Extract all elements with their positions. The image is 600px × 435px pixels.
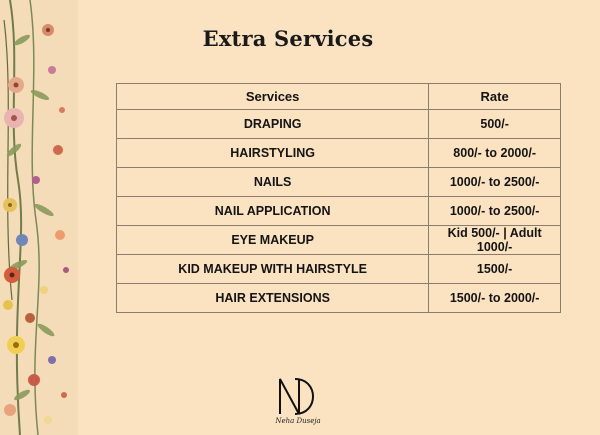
- table-row: HAIRSTYLING 800/- to 2000/-: [115, 138, 561, 168]
- table-row: NAIL APPLICATION 1000/- to 2500/-: [115, 196, 561, 226]
- service-name: NAILS: [115, 167, 430, 197]
- service-name: DRAPING: [115, 109, 430, 139]
- service-rate: 1500/- to 2000/-: [428, 283, 561, 313]
- service-rate: 1000/- to 2500/-: [428, 196, 561, 226]
- floral-border-icon: [0, 0, 78, 435]
- service-rate: 1500/-: [428, 254, 561, 284]
- table-row: DRAPING 500/-: [115, 109, 561, 139]
- table-row: HAIR EXTENSIONS 1500/- to 2000/-: [115, 283, 561, 313]
- table-row: KID MAKEUP WITH HAIRSTYLE 1500/-: [115, 254, 561, 284]
- service-rate: 1000/- to 2500/-: [428, 167, 561, 197]
- table-row: NAILS 1000/- to 2500/-: [115, 167, 561, 197]
- nd-monogram-icon: [279, 378, 314, 415]
- service-name: NAIL APPLICATION: [115, 196, 430, 226]
- service-name: HAIR EXTENSIONS: [115, 283, 430, 313]
- service-name: KID MAKEUP WITH HAIRSTYLE: [115, 254, 430, 284]
- service-rate: 800/- to 2000/-: [428, 138, 561, 168]
- table-row: EYE MAKEUP Kid 500/- | Adult 1000/-: [115, 225, 561, 255]
- service-name: EYE MAKEUP: [115, 225, 430, 255]
- page-title: Extra Services: [202, 26, 374, 51]
- service-name: HAIRSTYLING: [115, 138, 430, 168]
- header-services: Services: [115, 83, 430, 110]
- service-rate: 500/-: [428, 109, 561, 139]
- header-rate: Rate: [428, 83, 561, 110]
- service-rate: Kid 500/- | Adult 1000/-: [428, 225, 561, 255]
- services-table: Services Rate DRAPING 500/- HAIRSTYLING …: [115, 83, 561, 313]
- table-header-row: Services Rate: [115, 83, 561, 110]
- brand-signature: Neha Duseja: [275, 417, 321, 425]
- brand-logo: Neha Duseja: [272, 376, 324, 432]
